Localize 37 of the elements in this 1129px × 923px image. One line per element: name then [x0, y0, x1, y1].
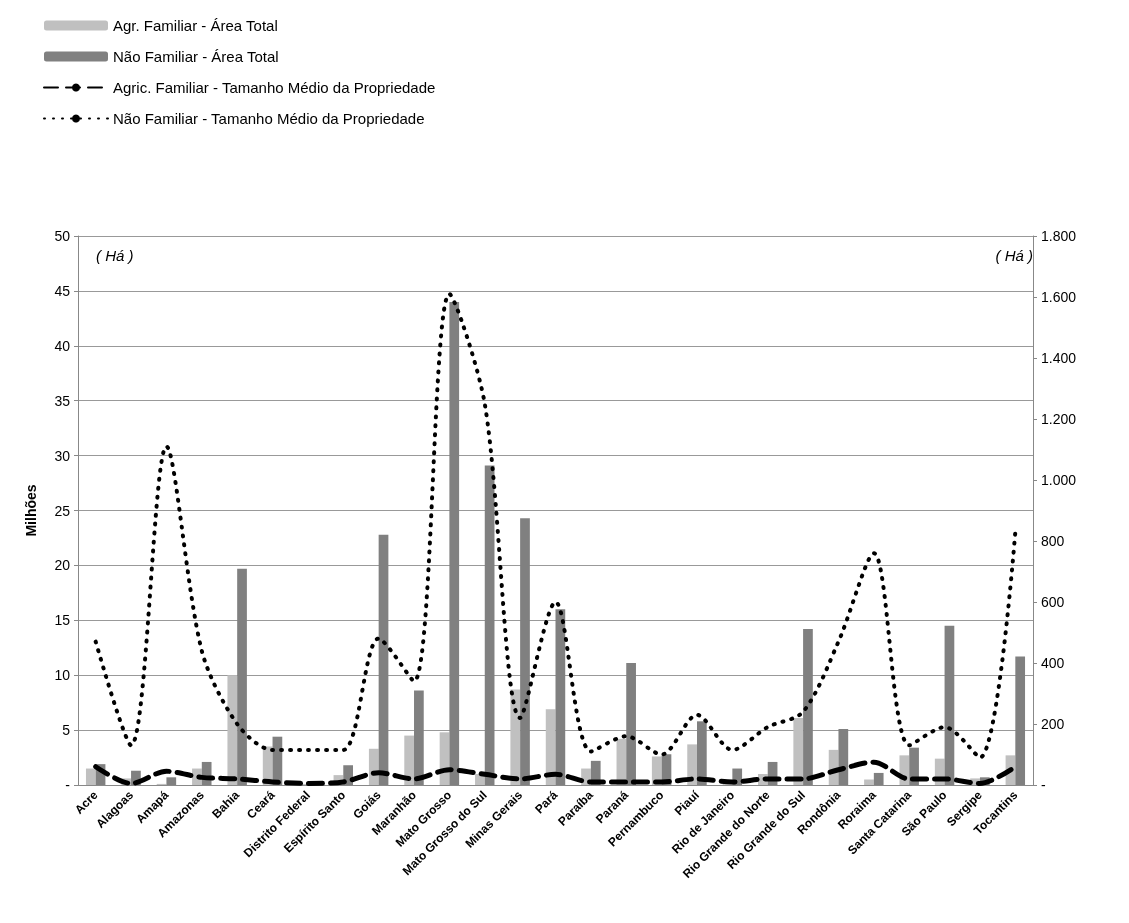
y2-tick-label: 1.600 — [1041, 289, 1077, 305]
legend-label: Agr. Familiar - Área Total — [113, 17, 278, 34]
legend-label: Não Familiar - Tamanho Médio da Propriedade — [113, 110, 425, 127]
bar — [687, 744, 697, 785]
y-tick-label: 50 — [54, 228, 71, 244]
y2-tick-label: 1.400 — [1041, 350, 1077, 366]
y2-tick-label: 1.800 — [1041, 228, 1077, 244]
bar — [404, 735, 415, 785]
y2-tick-label: 200 — [1041, 716, 1065, 732]
y-tick-label: 35 — [54, 392, 71, 409]
legend-label: Agric. Familiar - Tamanho Médio da Propriedade — [113, 79, 436, 96]
bar — [864, 779, 874, 785]
y2-tick-label: - — [1041, 777, 1046, 793]
y-tick-label: 5 — [62, 722, 71, 739]
y-tick-label: 40 — [54, 337, 71, 354]
line-series — [93, 291, 1018, 760]
y2-tick-label: 400 — [1041, 655, 1065, 671]
y-axis-title: Milhões — [23, 484, 39, 537]
bar — [510, 689, 521, 785]
y2-tick-label: 600 — [1041, 594, 1065, 610]
annotation: ( Há ) — [995, 247, 1033, 264]
y-tick-label: 45 — [54, 282, 71, 299]
y-tick-label: 10 — [54, 667, 71, 684]
bar — [545, 709, 556, 785]
bar — [227, 675, 238, 785]
y-tick-label: 15 — [54, 612, 71, 629]
y-tick-label: - — [65, 777, 71, 793]
legend-label: Não Familiar - Área Total — [113, 48, 279, 65]
y-tick-label: 20 — [54, 557, 71, 574]
y2-tick-label: 1.000 — [1041, 472, 1077, 488]
annotation: ( Há ) — [96, 247, 134, 264]
y2-tick-label: 1.200 — [1041, 411, 1077, 427]
bar — [85, 768, 96, 785]
y-tick-label: 25 — [54, 502, 71, 519]
y-tick-label: 30 — [54, 447, 71, 464]
bar — [793, 718, 804, 785]
y2-tick-label: 800 — [1041, 533, 1065, 549]
